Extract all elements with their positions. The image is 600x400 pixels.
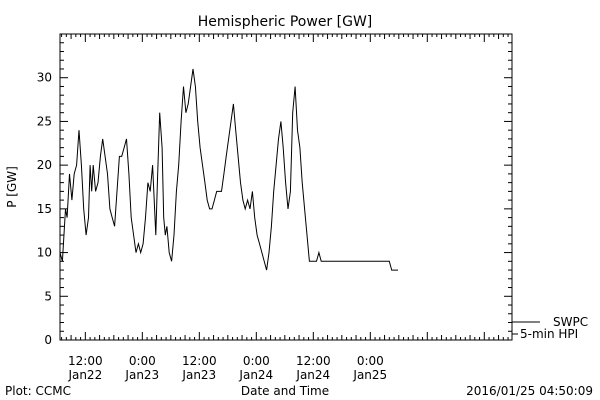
footer-timestamp: 2016/01/25 04:50:09	[466, 384, 593, 398]
x-tick-time-label: 0:00	[357, 354, 384, 368]
series-line-5min-hpi	[59, 68, 398, 271]
x-tick-time-label: 0:00	[243, 354, 270, 368]
x-tick-date-label: Jan24	[295, 368, 330, 382]
y-tick-label: 10	[37, 246, 52, 260]
y-tick-label: 20	[37, 158, 52, 172]
x-tick-date-label: Jan25	[352, 368, 387, 382]
x-tick-time-label: 0:00	[129, 354, 156, 368]
x-tick-date-label: Jan23	[181, 368, 216, 382]
x-tick-time-label: 12:00	[296, 354, 331, 368]
plot-frame	[59, 33, 513, 341]
y-tick-label: 0	[44, 333, 52, 347]
y-axis-label: P [GW]	[5, 166, 19, 208]
x-axis-label: Date and Time	[241, 384, 329, 398]
x-tick-time-label: 12:00	[182, 354, 217, 368]
chart-title: Hemispheric Power [GW]	[198, 14, 373, 30]
y-axis: 0 5 10 15 20 25 30	[37, 33, 512, 347]
legend-swpc-label: SWPC	[553, 315, 588, 329]
series-layer	[59, 68, 398, 271]
legend: SWPC 5-min HPI	[512, 315, 588, 341]
legend-hpi-label: 5-min HPI	[520, 327, 578, 341]
y-tick-label: 30	[37, 71, 52, 85]
x-tick-date-label: Jan24	[238, 368, 273, 382]
y-tick-label: 5	[44, 289, 52, 303]
x-tick-time-label: 12:00	[68, 354, 103, 368]
x-axis: 12:00Jan220:00Jan2312:00Jan230:00Jan2412…	[61, 34, 509, 382]
x-tick-date-label: Jan22	[67, 368, 102, 382]
footer-plot-credit: Plot: CCMC	[5, 384, 71, 398]
y-tick-label: 15	[37, 202, 52, 216]
x-tick-date-label: Jan23	[124, 368, 159, 382]
y-tick-label: 25	[37, 114, 52, 128]
